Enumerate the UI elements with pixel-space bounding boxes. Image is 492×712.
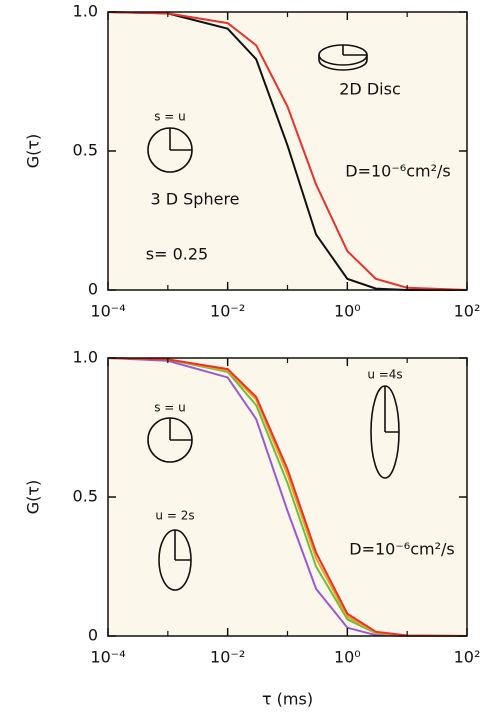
annotation: 3 D Sphere <box>150 190 239 209</box>
x-axis-label: τ (ms) <box>262 690 313 709</box>
sphere-slice <box>169 418 192 441</box>
x-tick-label: 10⁻⁴ <box>90 648 125 667</box>
y-tick-label: 1.0 <box>73 348 98 367</box>
x-tick-label: 10² <box>454 648 481 667</box>
annotation: u = 2s <box>155 509 194 523</box>
annotation: s = u <box>154 401 186 415</box>
plot-background <box>108 358 467 636</box>
y-tick-label: 0.5 <box>73 141 98 160</box>
annotation: s= 0.25 <box>146 245 208 264</box>
annotation: u =4s <box>367 368 402 382</box>
x-tick-label: 10⁻⁴ <box>90 302 125 321</box>
y-axis-label: G(τ) <box>24 480 43 515</box>
ellipsoid-slice <box>384 386 399 433</box>
ellipsoid-slice <box>174 530 191 561</box>
y-tick-label: 1.0 <box>73 2 98 21</box>
x-tick-label: 10⁰ <box>334 648 361 667</box>
annotation: D=10⁻⁶cm²/s <box>349 540 454 559</box>
curve <box>107 11 468 291</box>
curve <box>107 357 468 637</box>
plot-background <box>108 12 467 290</box>
y-tick-label: 0.5 <box>73 487 98 506</box>
y-axis-label: G(τ) <box>24 134 43 169</box>
x-tick-label: 10⁻² <box>210 302 245 321</box>
shape-icons <box>147 44 400 591</box>
y-tick-label: 0 <box>88 626 98 645</box>
sphere-slice <box>169 128 192 151</box>
x-tick-label: 10² <box>454 302 481 321</box>
x-tick-label: 10⁰ <box>334 302 361 321</box>
annotation: s = u <box>154 110 186 124</box>
y-tick-label: 0 <box>88 280 98 299</box>
annotation: 2D Disc <box>339 80 400 99</box>
disc-edge <box>318 45 368 71</box>
annotation: D=10⁻⁶cm²/s <box>345 162 450 181</box>
x-tick-label: 10⁻² <box>210 648 245 667</box>
